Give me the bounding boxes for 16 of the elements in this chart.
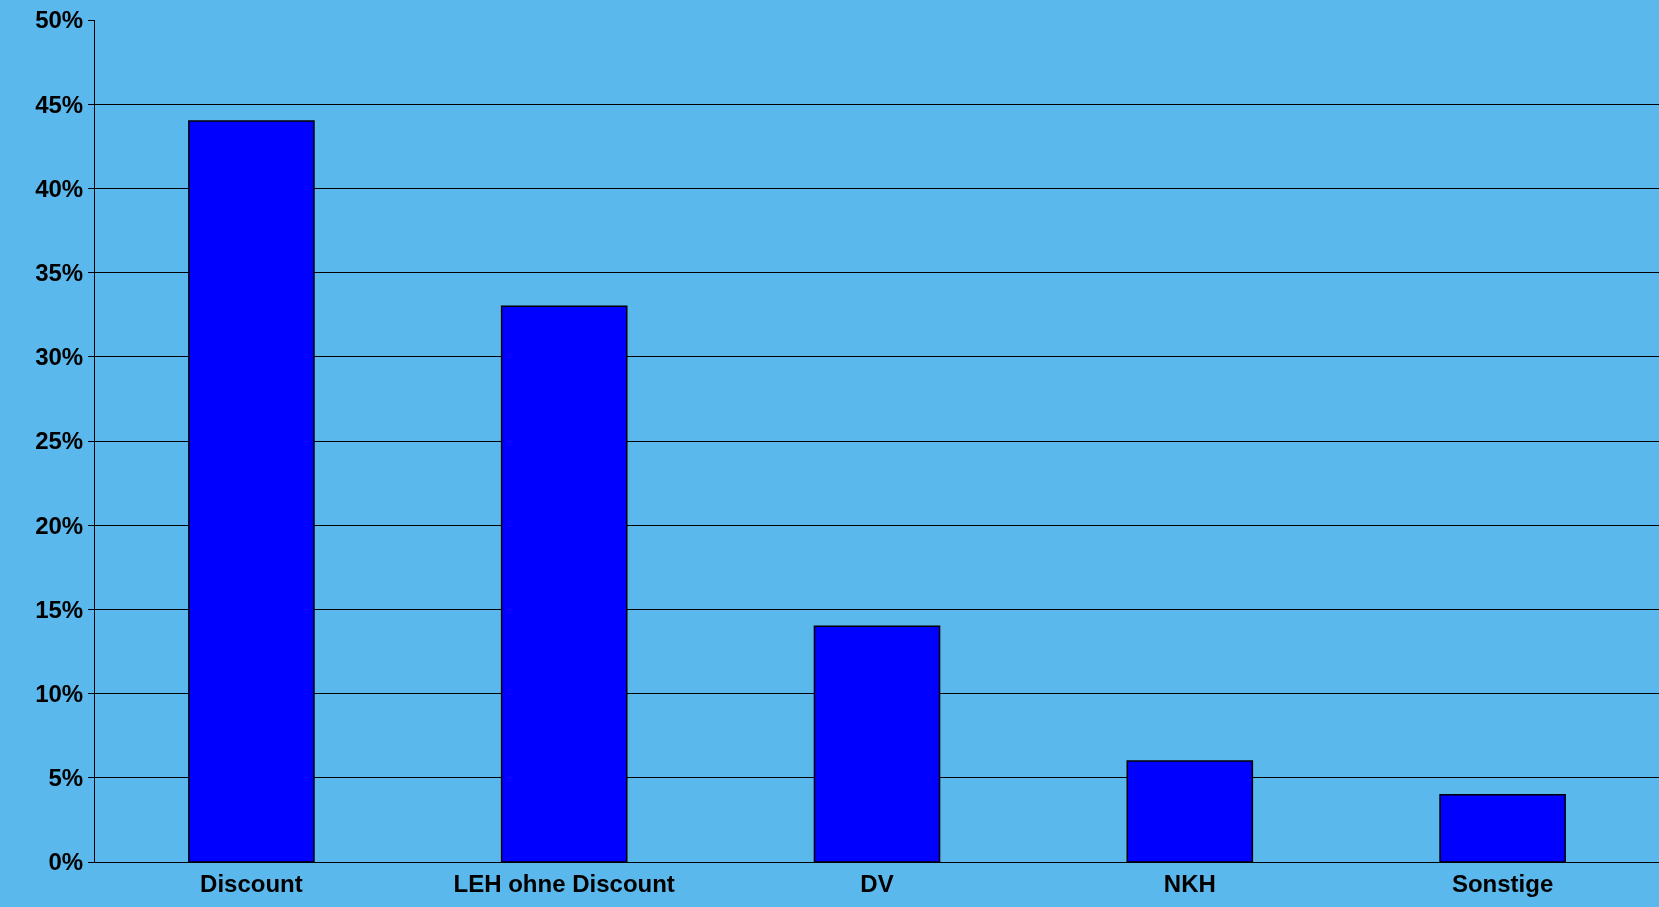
y-tick-label: 45% bbox=[35, 90, 84, 118]
y-tick-label: 20% bbox=[35, 511, 84, 539]
y-tick-label: 5% bbox=[48, 764, 84, 792]
x-tick-label: Sonstige bbox=[1451, 869, 1554, 897]
y-tick-label: 30% bbox=[35, 343, 84, 371]
y-tick-label: 35% bbox=[35, 259, 84, 286]
y-tick-label: 40% bbox=[35, 174, 84, 202]
y-tick-label: 0% bbox=[48, 848, 84, 876]
y-tick-label: 25% bbox=[35, 427, 84, 455]
x-tick-label: DV bbox=[860, 869, 894, 897]
y-tick-label: 50% bbox=[35, 6, 84, 34]
x-tick-label: Discount bbox=[200, 869, 303, 897]
y-tick-label: 15% bbox=[35, 595, 84, 623]
y-tick-label: 10% bbox=[35, 680, 84, 707]
x-tick-label: LEH ohne Discount bbox=[453, 869, 675, 897]
x-tick-label: NKH bbox=[1163, 869, 1216, 897]
